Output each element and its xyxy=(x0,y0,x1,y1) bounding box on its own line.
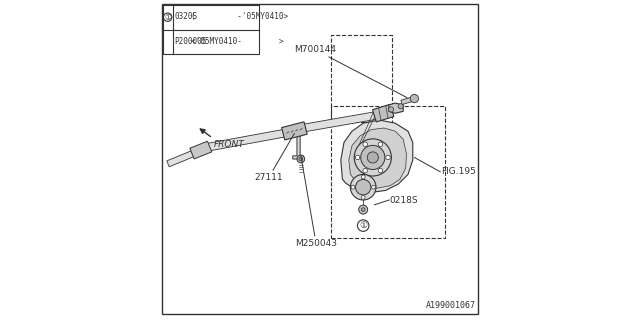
Circle shape xyxy=(361,208,365,212)
Polygon shape xyxy=(372,104,394,122)
Text: 0320S: 0320S xyxy=(174,12,197,21)
Text: <'05MY0410-        >: <'05MY0410- > xyxy=(191,37,284,46)
Text: 27111: 27111 xyxy=(254,133,294,182)
Circle shape xyxy=(297,155,305,163)
Circle shape xyxy=(361,175,365,179)
Polygon shape xyxy=(388,103,403,113)
Text: 0218S: 0218S xyxy=(390,196,419,204)
Circle shape xyxy=(386,155,390,160)
Circle shape xyxy=(358,205,367,214)
Circle shape xyxy=(356,180,371,195)
Polygon shape xyxy=(401,96,415,105)
Text: P200005: P200005 xyxy=(174,37,207,46)
Polygon shape xyxy=(287,128,303,159)
Text: ①: ① xyxy=(359,221,367,230)
Circle shape xyxy=(410,94,419,103)
Polygon shape xyxy=(167,150,196,167)
Circle shape xyxy=(164,13,172,21)
Polygon shape xyxy=(207,129,287,151)
Bar xyxy=(332,106,445,238)
Polygon shape xyxy=(303,111,378,132)
Circle shape xyxy=(355,155,360,160)
Text: FIG.195: FIG.195 xyxy=(441,167,476,176)
Bar xyxy=(332,35,392,122)
Circle shape xyxy=(299,157,303,161)
Circle shape xyxy=(398,104,403,109)
Text: M700144: M700144 xyxy=(294,45,407,98)
Polygon shape xyxy=(349,128,406,188)
Circle shape xyxy=(367,152,378,163)
Circle shape xyxy=(351,174,376,200)
Circle shape xyxy=(355,139,392,176)
Circle shape xyxy=(363,168,367,173)
Polygon shape xyxy=(340,120,413,193)
Circle shape xyxy=(361,145,385,170)
Text: M250043: M250043 xyxy=(295,155,337,248)
Text: ①: ① xyxy=(164,13,171,22)
Circle shape xyxy=(378,168,383,173)
Circle shape xyxy=(388,107,394,112)
Circle shape xyxy=(357,220,369,231)
Circle shape xyxy=(351,185,355,189)
Circle shape xyxy=(361,196,365,199)
Text: (         -'05MY0410>: ( -'05MY0410> xyxy=(191,12,289,21)
Text: A199001067: A199001067 xyxy=(426,301,476,310)
Bar xyxy=(163,5,259,54)
Polygon shape xyxy=(190,141,212,159)
Polygon shape xyxy=(282,122,307,140)
Circle shape xyxy=(363,142,367,147)
Text: FRONT: FRONT xyxy=(214,140,244,149)
Circle shape xyxy=(378,142,383,147)
Circle shape xyxy=(371,185,375,189)
